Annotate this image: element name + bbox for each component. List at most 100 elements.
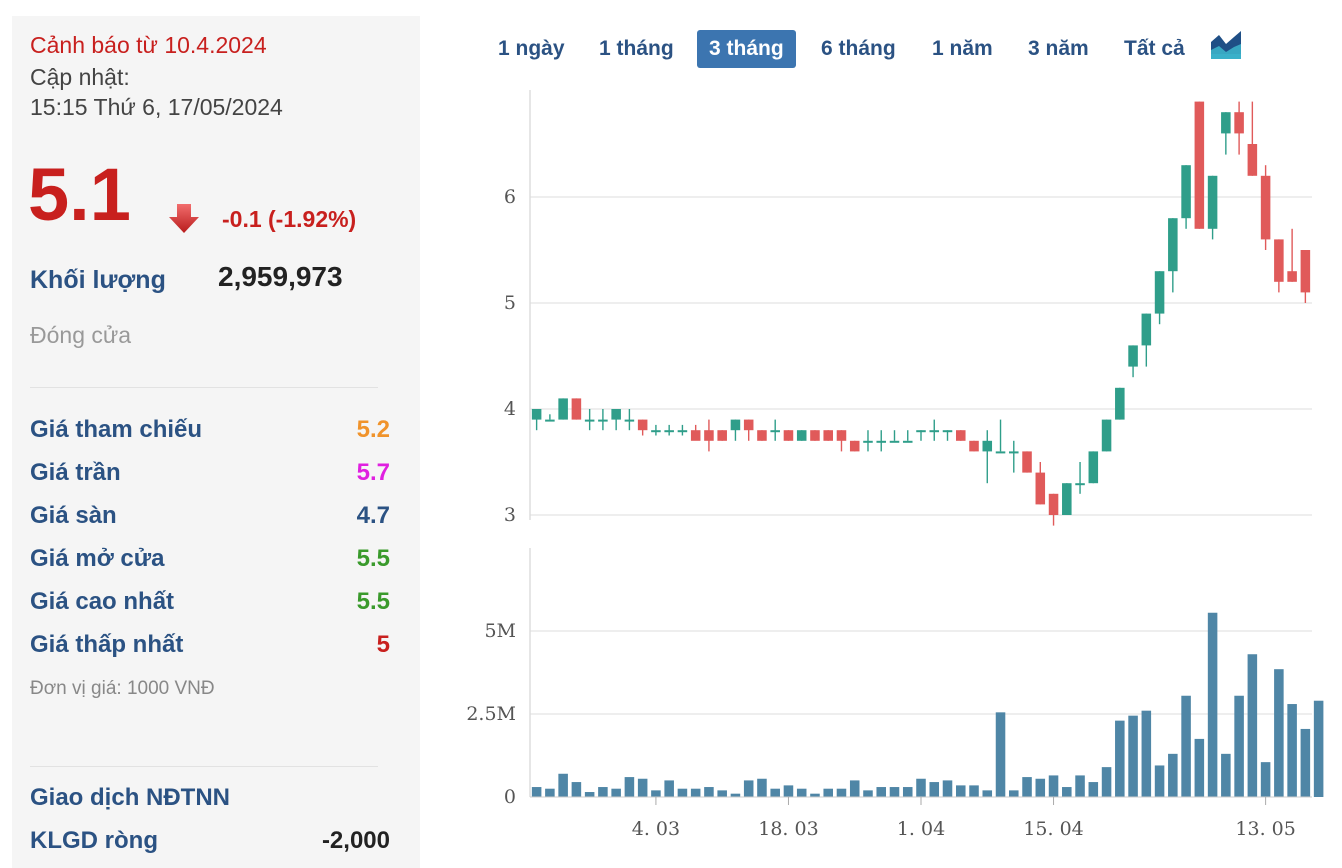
candle-body [651, 430, 661, 433]
candle [982, 430, 993, 484]
volume-bar [929, 782, 940, 797]
volume-bar [916, 778, 926, 797]
candle-body [690, 430, 701, 441]
candle-body [1168, 218, 1178, 272]
price-tick-label: 6 [504, 186, 516, 208]
candle-body [1022, 451, 1032, 473]
tab-3-months[interactable]: 3 tháng [697, 30, 796, 68]
warning-text: Cảnh báo từ 10.4.2024 [30, 32, 267, 58]
area-chart-icon[interactable] [1210, 28, 1242, 60]
candle-body [1062, 483, 1072, 515]
volume-bar [823, 788, 833, 797]
volume-bar [677, 788, 688, 797]
candle-body [1128, 345, 1138, 367]
candle [1168, 218, 1178, 293]
tab-1-year[interactable]: 1 năm [932, 37, 993, 60]
volume-label: Khối lượng [30, 266, 166, 294]
volume-bar [1194, 738, 1205, 797]
candle [863, 430, 873, 452]
candle [810, 430, 820, 441]
stock-info-panel [12, 16, 420, 868]
candle-body [783, 430, 794, 441]
candle-body [836, 430, 847, 441]
candle [1181, 165, 1191, 229]
candle-body [558, 398, 568, 420]
volume-bar [942, 780, 953, 797]
x-tick-label: 1. 04 [897, 818, 945, 840]
candle-body [664, 430, 674, 433]
volume-bar [757, 778, 767, 797]
net-volume-value: -2,000 [321, 827, 390, 854]
candle [770, 419, 780, 441]
candle [995, 419, 1006, 454]
volume-bar [730, 793, 741, 797]
volume-bar [1154, 765, 1165, 797]
volume-bar [664, 780, 674, 797]
volume-bar [1313, 700, 1324, 797]
price-change: -0.1 (-1.92%) [222, 206, 357, 232]
candle-body [796, 430, 807, 441]
candle-body [1234, 112, 1244, 134]
volume-bar [717, 790, 727, 797]
candle-body [1048, 493, 1059, 515]
candle [1247, 101, 1258, 176]
volume-bar [1221, 753, 1231, 797]
divider [30, 387, 378, 388]
x-tick-label: 15. 04 [1023, 818, 1083, 840]
volume-bar [1287, 704, 1297, 797]
candle-body [889, 440, 900, 443]
tab-1-day[interactable]: 1 ngày [498, 37, 565, 60]
volume-bar [1048, 775, 1059, 797]
candle [1194, 101, 1205, 229]
candle-body [810, 430, 820, 441]
candle-body [584, 419, 595, 422]
volume-bar [1234, 695, 1244, 797]
open-price-value: 5.5 [356, 545, 390, 572]
high-price-value: 5.5 [356, 588, 390, 615]
candle [929, 419, 940, 441]
volume-bar [690, 788, 701, 797]
candle [531, 409, 542, 431]
candle-body [863, 440, 873, 443]
ref-price-label: Giá tham chiếu [30, 416, 203, 443]
volume-bar [836, 788, 847, 797]
candle [677, 424, 688, 436]
volume-bar [558, 773, 568, 797]
ref-price-value: 5.2 [356, 416, 390, 443]
x-tick-label: 13. 05 [1235, 818, 1295, 840]
volume-bar [1300, 728, 1311, 797]
candle-body [916, 430, 926, 433]
candle-body [598, 419, 608, 422]
candle-body [1009, 451, 1019, 454]
volume-bar [1088, 782, 1099, 797]
candle [717, 430, 727, 441]
volume-bar [849, 780, 860, 797]
tab-all[interactable]: Tất cả [1124, 37, 1185, 60]
volume-tick-label: 5M [484, 620, 516, 642]
tab-1-month[interactable]: 1 tháng [599, 37, 674, 60]
candle [1009, 440, 1019, 473]
volume-bar [651, 790, 661, 797]
candle-body [1075, 483, 1085, 486]
candle-body [770, 430, 780, 433]
candle [1260, 165, 1271, 250]
volume-bar [783, 785, 794, 797]
tab-3-years[interactable]: 3 năm [1028, 37, 1089, 60]
volume-bar [1247, 654, 1258, 797]
candle [1141, 313, 1152, 367]
tab-6-months[interactable]: 6 tháng [821, 37, 896, 60]
volume-bar [1274, 669, 1284, 797]
low-price-label: Giá thấp nhất [30, 631, 184, 658]
volume-bar [1062, 787, 1072, 797]
candle-body [1181, 165, 1191, 219]
candle-body [1260, 175, 1271, 240]
candle [664, 424, 674, 436]
price-unit-note: Đơn vị giá: 1000 VNĐ [30, 678, 215, 699]
candle-body [1141, 313, 1152, 346]
candle-body [1115, 387, 1125, 420]
candle [902, 430, 913, 443]
candle [1062, 483, 1072, 515]
candle-body [849, 440, 860, 452]
volume-bar [995, 712, 1006, 797]
update-time: 15:15 Thứ 6, 17/05/2024 [30, 94, 283, 120]
